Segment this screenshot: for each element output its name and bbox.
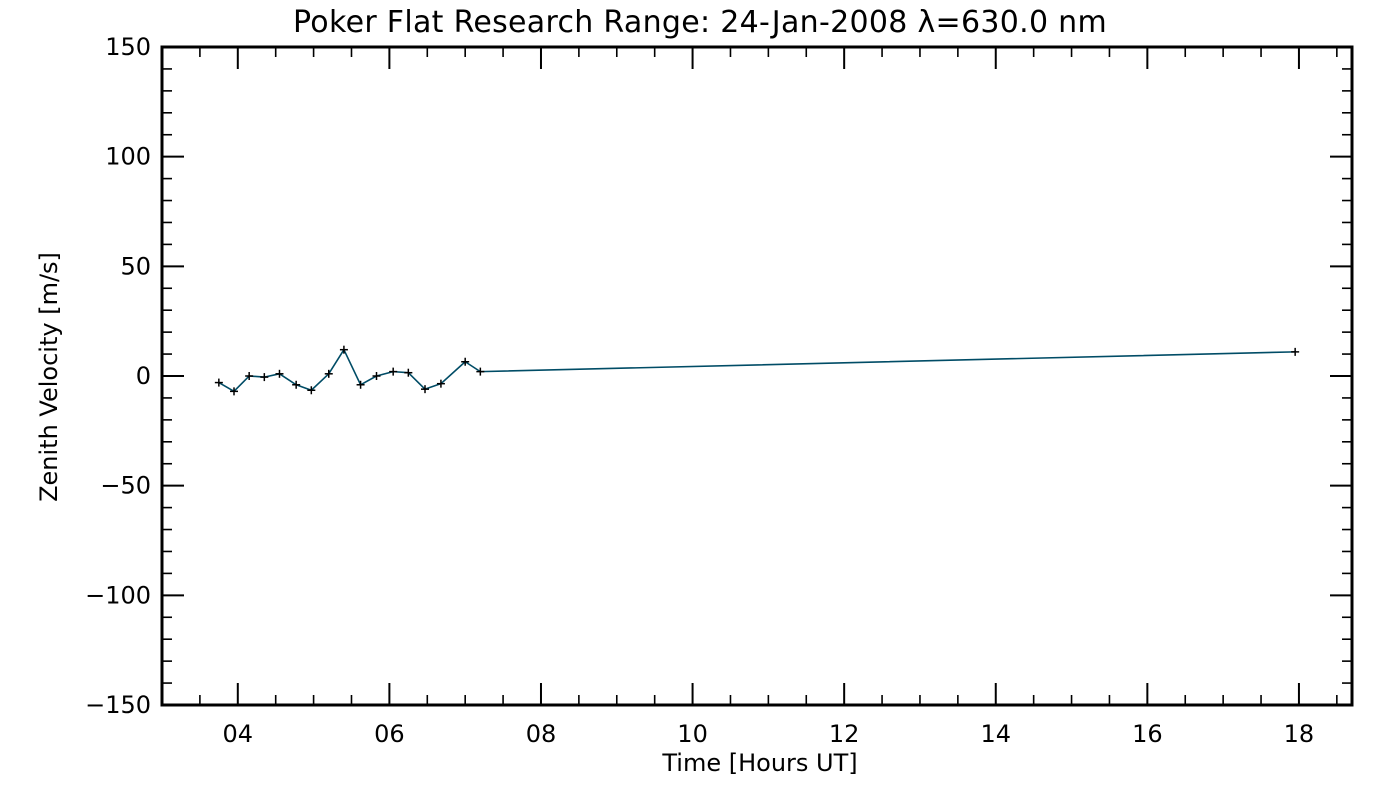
data-point-marker — [324, 369, 333, 378]
data-point-marker — [339, 345, 348, 354]
data-point-marker — [214, 378, 223, 387]
x-tick-label: 14 — [980, 720, 1011, 748]
data-point-marker — [230, 387, 239, 396]
ticks-layer — [161, 46, 1352, 706]
y-tick-label: −150 — [85, 691, 151, 719]
data-point-marker — [356, 380, 365, 389]
data-point-marker — [421, 385, 430, 394]
data-point-marker — [275, 369, 284, 378]
data-point-marker — [436, 379, 445, 388]
y-tick-label: 50 — [120, 252, 151, 280]
x-tick-label: 08 — [526, 720, 557, 748]
data-point-marker — [476, 367, 485, 376]
x-tick-label: 10 — [677, 720, 708, 748]
chart-title: Poker Flat Research Range: 24-Jan-2008 λ… — [292, 5, 1108, 40]
data-point-marker — [292, 380, 301, 389]
data-point-marker — [372, 372, 381, 380]
y-axis-label: Zenith Velocity [m/s] — [35, 252, 63, 502]
y-tick-label: −100 — [85, 581, 151, 609]
data-point-marker — [245, 372, 254, 380]
labels-layer: 04 06 08 10 12 14 16 18 −150 −100 −50 0 50 100 150 — [85, 33, 1314, 748]
data-point-marker — [1291, 347, 1300, 356]
data-point-marker — [307, 386, 316, 395]
data-point-marker — [260, 373, 269, 382]
x-tick-label: 16 — [1132, 720, 1163, 748]
y-tick-label: −50 — [100, 472, 151, 500]
x-tick-label: 12 — [829, 720, 860, 748]
y-tick-label: 100 — [105, 143, 151, 171]
y-tick-label: 150 — [105, 33, 151, 61]
x-tick-label: 04 — [223, 720, 254, 748]
data-point-marker — [389, 367, 398, 376]
x-tick-label: 18 — [1284, 720, 1315, 748]
data-point-marker — [461, 357, 470, 366]
data-point-marker — [404, 368, 413, 377]
plot-frame — [160, 45, 1354, 707]
x-axis-label: Time [Hours UT] — [662, 749, 858, 777]
axes-layer — [160, 45, 1354, 707]
x-tick-label: 06 — [374, 720, 405, 748]
series-line-1 — [218, 348, 1296, 393]
y-tick-label: 0 — [136, 362, 151, 390]
series-layer — [214, 345, 1300, 396]
